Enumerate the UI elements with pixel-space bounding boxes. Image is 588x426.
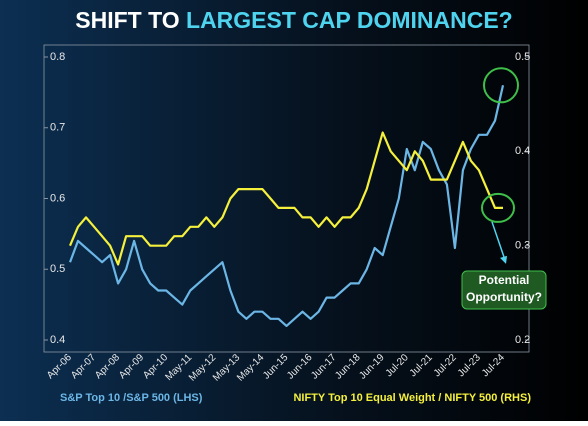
legend-label: NIFTY Top 10 Equal Weight / NIFTY 500 (R… [293, 392, 531, 404]
annotation-box [461, 270, 547, 310]
title-highlight: LARGEST CAP DOMINANCE? [186, 7, 513, 33]
y2-tick-label: 0.5 [515, 51, 530, 63]
y2-tick-label: 0.2 [515, 334, 530, 346]
y-tick-label: 0.6 [50, 192, 65, 204]
chart-title: SHIFT TO LARGEST CAP DOMINANCE? [75, 7, 512, 33]
y2-tick-label: 0.3 [515, 240, 530, 252]
highlight-circle [483, 67, 519, 104]
arrow [491, 221, 506, 261]
title-part: SHIFT TO [75, 7, 179, 33]
y-tick-label: 0.4 [50, 334, 65, 346]
series-line [68, 131, 503, 266]
y-tick-label: 0.5 [50, 263, 65, 275]
highlight-circle [481, 192, 515, 223]
annotation: Opportunity? [466, 290, 542, 304]
legend-label: S&P Top 10 /S&P 500 (LHS) [60, 392, 203, 404]
y2-tick-label: 0.4 [515, 145, 530, 157]
y-tick-label: 0.8 [50, 51, 65, 63]
arrow-head [500, 255, 507, 264]
series-line [68, 85, 505, 327]
annotation: Potential [479, 273, 530, 287]
y-tick-label: 0.7 [50, 122, 65, 134]
